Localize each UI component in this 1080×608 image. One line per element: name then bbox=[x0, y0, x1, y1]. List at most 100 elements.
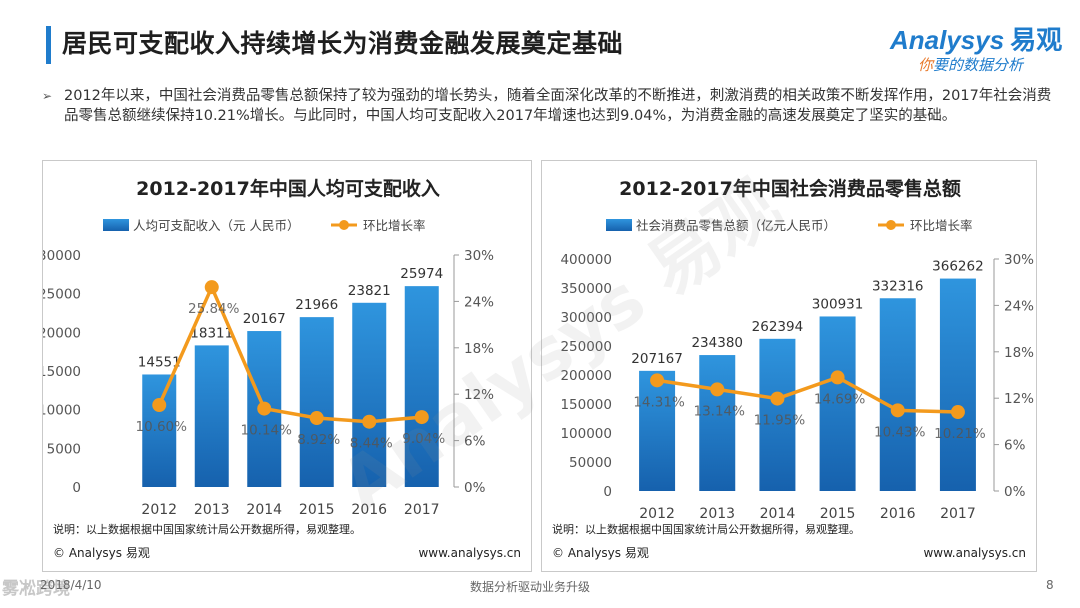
summary-text: 2012年以来，中国社会消费品零售总额保持了较为强劲的增长势头，随着全面深化改革… bbox=[64, 88, 1052, 124]
title-accent-bar bbox=[46, 26, 51, 64]
growth-value-label: 8.44% bbox=[350, 436, 393, 452]
logo-text: Analysys bbox=[890, 25, 1005, 55]
y2-tick-label: 24% bbox=[464, 294, 494, 310]
x-tick-label: 2017 bbox=[404, 502, 440, 518]
growth-point bbox=[830, 370, 845, 385]
x-tick-label: 2013 bbox=[699, 506, 735, 522]
y-tick-label: 10000 bbox=[43, 403, 81, 419]
growth-value-label: 25.84% bbox=[188, 301, 240, 317]
retail-chart-panel: 2012-2017年中国社会消费品零售总额 社会消费品零售总额（亿元人民币） 环比增… bbox=[541, 160, 1037, 572]
chart-copyright: © Analysys 易观 bbox=[53, 546, 150, 560]
growth-point bbox=[152, 398, 167, 413]
growth-value-label: 13.14% bbox=[694, 403, 746, 419]
growth-line bbox=[656, 375, 958, 414]
chart-url: www.analysys.cn bbox=[418, 546, 521, 560]
growth-value-label: 10.60% bbox=[136, 419, 188, 435]
analysys-logo: Analysys 易观 你要的数据分析 bbox=[890, 20, 1070, 80]
growth-point bbox=[770, 391, 785, 406]
y-tick-label: 30000 bbox=[43, 248, 81, 264]
y-tick-label: 20000 bbox=[43, 325, 81, 341]
x-tick-label: 2013 bbox=[194, 502, 230, 518]
bar-value-label: 332316 bbox=[872, 278, 924, 294]
legend-label-bar: 人均可支配收入（元 人民币） bbox=[133, 218, 299, 233]
x-tick-label: 2015 bbox=[299, 502, 335, 518]
y2-tick-label: 18% bbox=[1004, 345, 1034, 361]
growth-value-label: 10.21% bbox=[934, 426, 986, 442]
chart-title: 2012-2017年中国人均可支配收入 bbox=[136, 177, 440, 200]
chart-note: 说明：以上数据根据中国国家统计局公开数据所得，易观整理。 bbox=[53, 522, 361, 536]
bar-value-label: 20167 bbox=[243, 311, 286, 327]
chart-url: www.analysys.cn bbox=[923, 546, 1026, 560]
bar-value-label: 207167 bbox=[631, 351, 683, 367]
y-tick-label: 0 bbox=[72, 480, 81, 496]
growth-point bbox=[257, 401, 272, 416]
bar-value-label: 234380 bbox=[691, 335, 743, 351]
bar-value-label: 18311 bbox=[190, 325, 233, 341]
bar-2016 bbox=[352, 302, 387, 487]
logo-slogan-rest: 要的数据分析 bbox=[933, 56, 1024, 74]
y-tick-label: 250000 bbox=[560, 339, 612, 355]
y-tick-label: 150000 bbox=[560, 397, 612, 413]
bar-value-label: 300931 bbox=[812, 296, 864, 312]
y-tick-label: 100000 bbox=[560, 426, 612, 442]
chart-note: 说明：以上数据根据中国国家统计局公开数据所得，易观整理。 bbox=[552, 522, 860, 536]
bar-value-label: 25974 bbox=[400, 266, 443, 282]
x-tick-label: 2012 bbox=[639, 506, 675, 522]
y2-tick-label: 6% bbox=[464, 434, 486, 450]
y-tick-label: 5000 bbox=[47, 441, 81, 457]
bar-2017 bbox=[404, 286, 439, 487]
bar-value-label: 14551 bbox=[138, 354, 181, 370]
legend-label-bar: 社会消费品零售总额（亿元人民币） bbox=[636, 218, 836, 233]
y-tick-label: 15000 bbox=[43, 364, 81, 380]
bar-2017 bbox=[939, 278, 976, 491]
y-tick-label: 50000 bbox=[569, 455, 612, 471]
legend-swatch-bar bbox=[606, 219, 632, 231]
y-tick-label: 350000 bbox=[560, 281, 612, 297]
bar-2016 bbox=[879, 298, 916, 491]
bar-2014 bbox=[759, 338, 796, 491]
summary-paragraph: ➢ 2012年以来，中国社会消费品零售总额保持了较为强劲的增长势头，随着全面深化… bbox=[42, 86, 1052, 126]
y2-tick-label: 24% bbox=[1004, 298, 1034, 314]
y-tick-label: 0 bbox=[603, 484, 612, 500]
bar-2015 bbox=[299, 317, 334, 487]
page-title: 居民可支配收入持续增长为消费金融发展奠定基础 bbox=[62, 29, 624, 58]
y2-tick-label: 30% bbox=[464, 248, 494, 264]
income-chart-panel: 2012-2017年中国人均可支配收入 人均可支配收入（元 人民币） 环比增长率 0 5… bbox=[42, 160, 532, 572]
growth-value-label: 8.92% bbox=[297, 432, 340, 448]
footer-watermark: 雾凇跨境 bbox=[2, 579, 70, 599]
legend-label-line: 环比增长率 bbox=[910, 218, 973, 233]
growth-point bbox=[414, 410, 429, 425]
y-tick-label: 300000 bbox=[560, 310, 612, 326]
bar-value-label: 21966 bbox=[295, 297, 338, 313]
bar-value-label: 23821 bbox=[348, 283, 391, 299]
y-tick-label: 400000 bbox=[560, 252, 612, 268]
legend-marker-line bbox=[339, 220, 349, 230]
page-number: 8 bbox=[1046, 578, 1054, 592]
y2-tick-label: 12% bbox=[464, 387, 494, 403]
logo-slogan: 你要的数据分析 bbox=[918, 54, 1023, 75]
x-tick-label: 2015 bbox=[820, 506, 856, 522]
y-tick-label: 25000 bbox=[43, 287, 81, 303]
growth-point bbox=[710, 382, 725, 397]
legend-marker-line bbox=[886, 220, 896, 230]
footer-date: 2018/4/10 bbox=[40, 578, 102, 592]
bar-value-label: 262394 bbox=[752, 319, 804, 335]
x-tick-label: 2014 bbox=[246, 502, 282, 518]
growth-value-label: 10.43% bbox=[874, 424, 926, 440]
logo-slogan-first: 你 bbox=[918, 56, 934, 74]
growth-value-label: 10.14% bbox=[241, 423, 293, 439]
growth-value-label: 14.31% bbox=[633, 394, 685, 410]
y2-tick-label: 0% bbox=[464, 480, 486, 496]
footer-tagline: 数据分析驱动业务升级 bbox=[470, 580, 591, 594]
growth-point bbox=[362, 414, 377, 429]
x-tick-label: 2016 bbox=[351, 502, 387, 518]
bullet-arrow-icon: ➢ bbox=[42, 89, 53, 103]
logo-cn: 易观 bbox=[1010, 26, 1063, 56]
logo-wordmark: Analysys 易观 bbox=[890, 20, 1062, 57]
bar-2012 bbox=[639, 370, 676, 491]
x-tick-label: 2014 bbox=[760, 506, 796, 522]
bar-2012 bbox=[142, 374, 177, 487]
y2-tick-label: 18% bbox=[464, 341, 494, 357]
